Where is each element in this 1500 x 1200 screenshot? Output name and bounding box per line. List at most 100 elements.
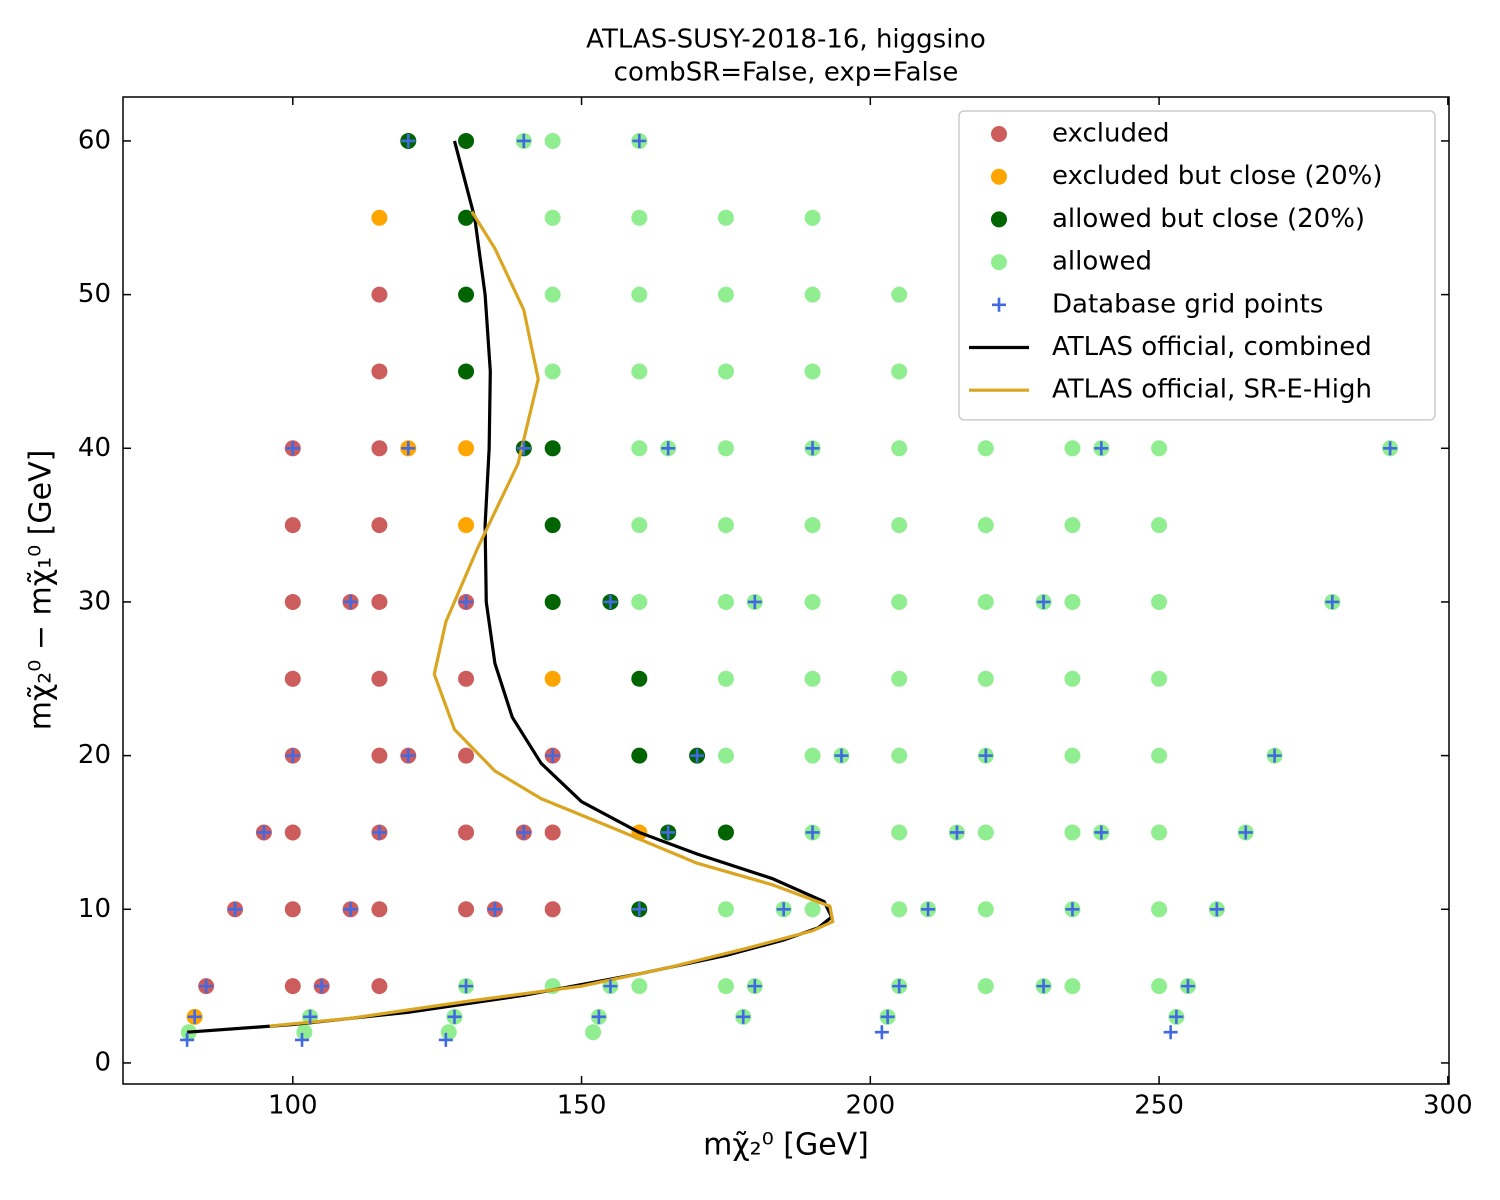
grid-point [516,441,531,456]
point [585,1024,602,1041]
grid-point [661,441,676,456]
point [631,517,648,534]
pluses [180,133,1398,1047]
point [458,747,475,764]
grid-point [187,1009,202,1024]
point [544,670,561,687]
point [296,1024,313,1041]
point [804,209,821,226]
grid-point [1383,441,1398,456]
grid-point [1163,1025,1178,1040]
grid-point [343,594,358,609]
grid-point [1065,902,1080,917]
point [891,593,908,610]
x-axis-label: mχ̃₂⁰ [GeV] [703,1128,869,1163]
point [717,901,734,918]
grid-point [1180,979,1195,994]
point [804,517,821,534]
point [717,747,734,764]
point [458,824,475,841]
legend-label: Database grid points [1052,289,1323,319]
point [458,363,475,380]
point [371,440,388,457]
grid-point [874,1025,889,1040]
point [891,363,908,380]
point [717,670,734,687]
point [891,517,908,534]
point [544,440,561,457]
point [458,440,475,457]
point [804,901,821,918]
point [717,440,734,457]
point [284,978,301,995]
point [371,978,388,995]
point [371,747,388,764]
point [717,286,734,303]
grid-point [1238,825,1253,840]
grid-point [401,441,416,456]
point [1151,978,1168,995]
plot-area [180,132,1399,1047]
point [371,593,388,610]
grid-point [880,1009,895,1024]
grid-point [285,748,300,763]
point [458,132,475,149]
grid-point [1325,594,1340,609]
point [717,593,734,610]
chart-subtitle: combSR=False, exp=False [614,58,959,88]
point [458,517,475,534]
grid-point [1036,979,1051,994]
grid-point [632,902,647,917]
point [544,132,561,149]
point [891,901,908,918]
point [631,363,648,380]
point [1151,747,1168,764]
x-tick-label: 100 [268,1091,318,1121]
point [1064,747,1081,764]
point [544,824,561,841]
y-tick-label: 20 [78,740,111,770]
grid-point [591,1009,606,1024]
point [544,363,561,380]
grid-point [303,1009,318,1024]
point [631,978,648,995]
grid-point [447,1009,462,1024]
point [717,824,734,841]
grid-point [1094,825,1109,840]
grid-point [516,133,531,148]
point [804,286,821,303]
point [371,286,388,303]
grid-point [487,902,502,917]
grid-point [747,594,762,609]
grid-point [892,979,907,994]
grid-point [834,748,849,763]
grid-point [805,825,820,840]
legend-label: excluded [1052,119,1169,149]
point [284,824,301,841]
point [544,286,561,303]
point [1151,670,1168,687]
point [631,286,648,303]
point [458,286,475,303]
point [1064,824,1081,841]
point [1064,978,1081,995]
grid-point [992,297,1006,312]
legend-box [958,110,1436,421]
point [371,901,388,918]
lines [186,140,835,1034]
grid-point [401,748,416,763]
point [891,747,908,764]
point [544,901,561,918]
grid-point [978,748,993,763]
point [717,517,734,534]
grid-point [199,979,214,994]
point [717,978,734,995]
grid-point [459,594,474,609]
grid-point [1094,441,1109,456]
point [1064,440,1081,457]
point [544,517,561,534]
grid-point [438,1032,453,1047]
y-tick-label: 30 [78,586,111,616]
x-tick-label: 200 [845,1091,895,1121]
